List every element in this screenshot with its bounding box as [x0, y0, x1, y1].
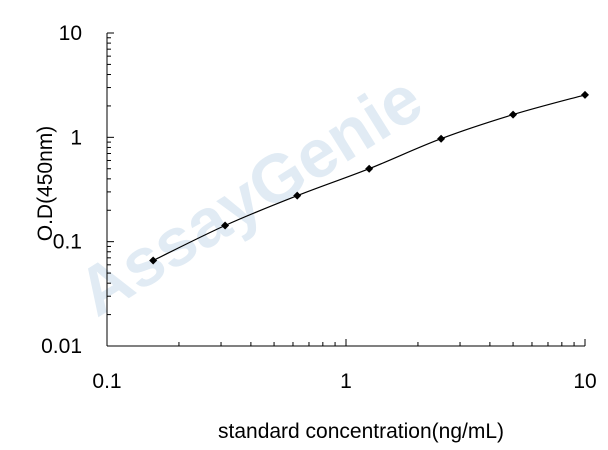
y-tick-label: 0.01	[41, 335, 82, 358]
data-point	[437, 134, 446, 143]
data-point	[509, 110, 518, 119]
axes: 0.01 0.1 1 10 0.1 1 10	[41, 22, 597, 393]
data-point	[581, 90, 589, 99]
x-tick-label: 0.1	[92, 370, 121, 393]
x-axis-title: standard concentration(ng/mL)	[218, 420, 504, 443]
x-tick-label: 1	[340, 370, 352, 393]
watermark: AssayGenie	[65, 60, 435, 331]
data-point	[149, 256, 158, 265]
x-tick-label: 10	[573, 370, 596, 393]
y-axis-title: O.D(450nm)	[34, 126, 57, 242]
plot-area	[149, 90, 589, 265]
y-tick-label: 10	[59, 22, 82, 45]
data-point	[221, 221, 230, 230]
data-point	[293, 191, 302, 200]
y-tick-label: 1	[70, 126, 82, 149]
y-tick-label: 0.1	[53, 231, 82, 254]
data-point	[365, 164, 374, 173]
